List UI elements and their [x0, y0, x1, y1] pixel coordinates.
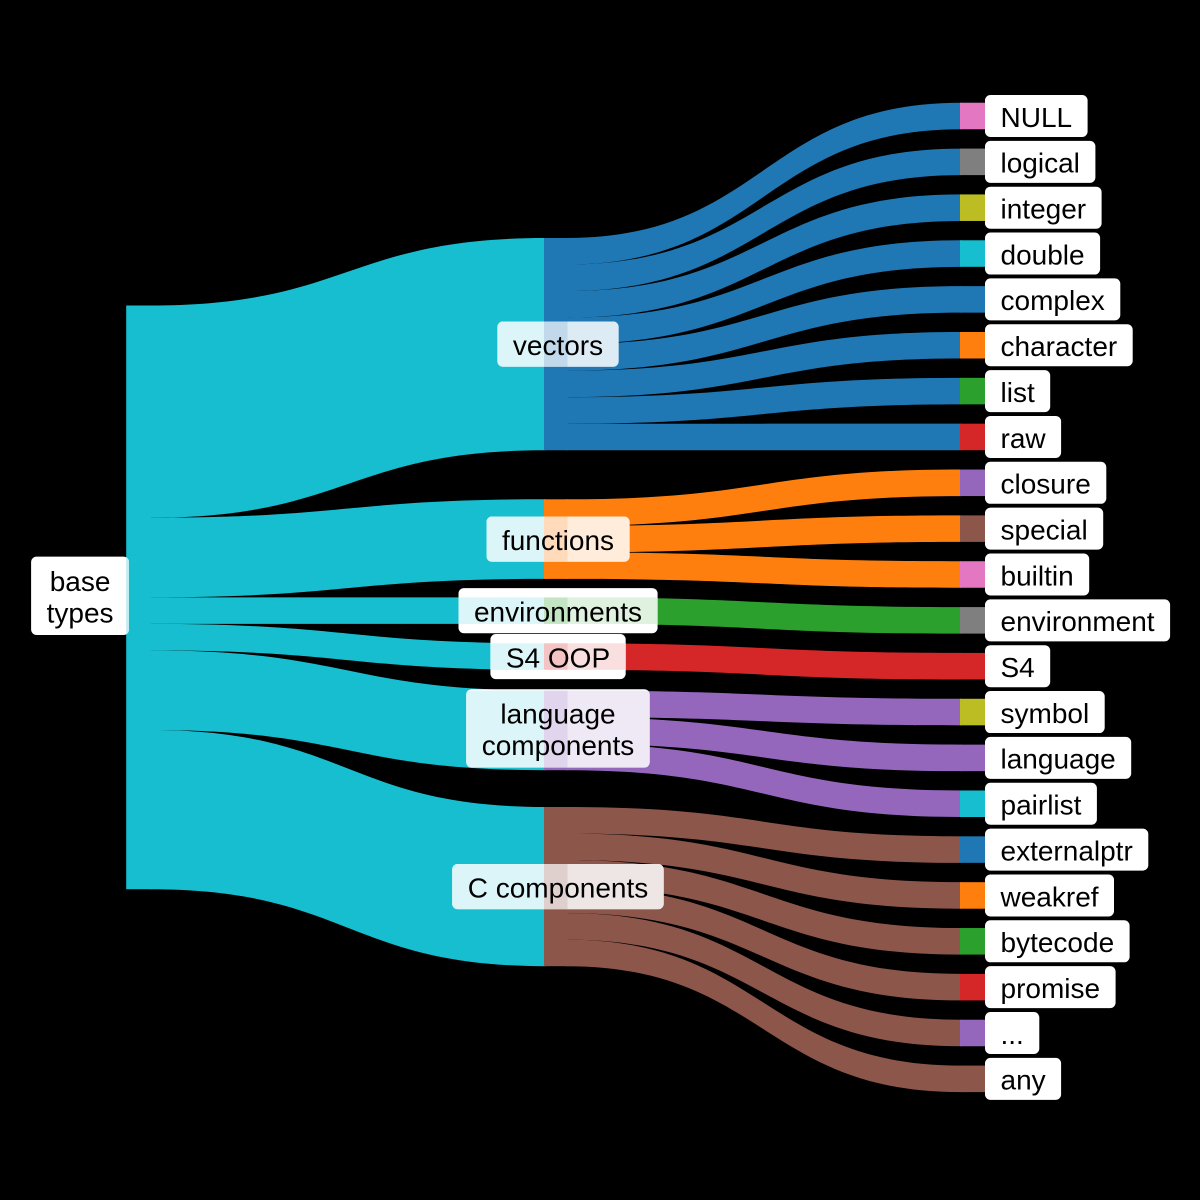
svg-text:logical: logical	[1001, 148, 1080, 179]
svg-text:complex: complex	[1001, 285, 1105, 316]
svg-text:vectors: vectors	[513, 330, 603, 361]
svg-text:integer: integer	[1001, 194, 1087, 225]
svg-text:language: language	[500, 698, 615, 729]
svg-text:symbol: symbol	[1001, 698, 1090, 729]
svg-text:language: language	[1001, 744, 1116, 775]
svg-text:base: base	[50, 566, 111, 597]
svg-text:double: double	[1001, 239, 1085, 270]
svg-text:special: special	[1001, 514, 1088, 545]
svg-text:pairlist: pairlist	[1001, 790, 1082, 821]
svg-text:any: any	[1001, 1065, 1046, 1096]
svg-text:S4: S4	[1001, 652, 1035, 683]
svg-text:NULL: NULL	[1001, 102, 1073, 133]
svg-text:promise: promise	[1001, 973, 1101, 1004]
svg-text:externalptr: externalptr	[1001, 835, 1133, 866]
svg-text:character: character	[1001, 331, 1118, 362]
svg-text:raw: raw	[1001, 423, 1047, 454]
svg-text:functions: functions	[502, 525, 614, 556]
svg-text:closure: closure	[1001, 469, 1091, 500]
svg-text:...: ...	[1001, 1019, 1024, 1050]
svg-text:list: list	[1001, 377, 1035, 408]
svg-text:bytecode: bytecode	[1001, 927, 1115, 958]
svg-text:builtin: builtin	[1001, 560, 1074, 591]
svg-text:C components: C components	[468, 872, 649, 903]
svg-text:types: types	[47, 597, 114, 628]
svg-text:environment: environment	[1001, 606, 1155, 637]
svg-text:components: components	[482, 730, 635, 761]
svg-text:S4 OOP: S4 OOP	[506, 642, 610, 673]
svg-text:weakref: weakref	[1000, 881, 1099, 912]
svg-text:environments: environments	[474, 596, 642, 627]
